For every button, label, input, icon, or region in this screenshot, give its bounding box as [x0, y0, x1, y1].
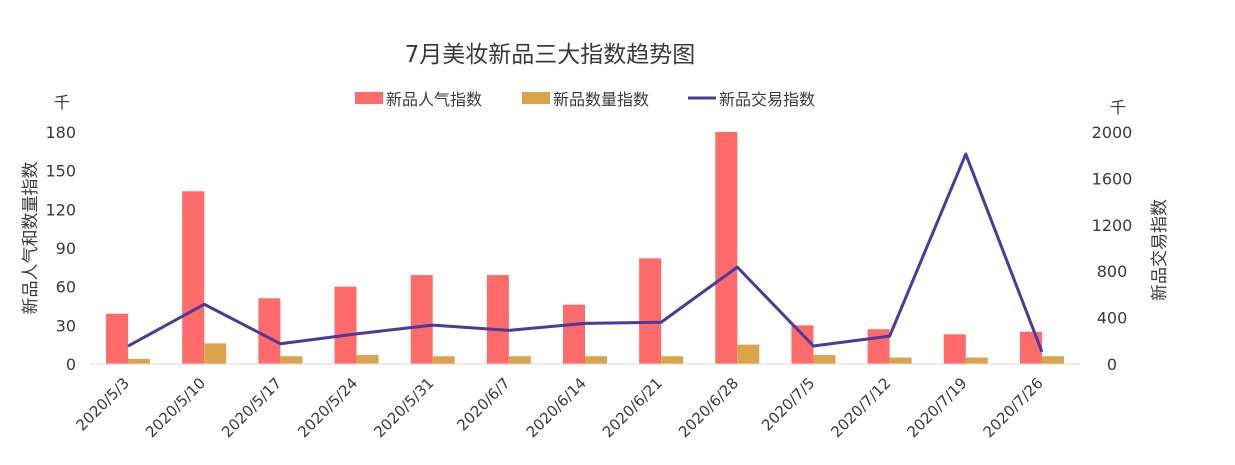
bar-quantity [1041, 356, 1064, 364]
x-tick-label: 2020/5/10 [142, 374, 209, 441]
bar-popularity [943, 334, 966, 364]
bar-quantity [965, 357, 988, 364]
bar-popularity [486, 275, 509, 364]
x-tick-label: 2020/6/21 [599, 374, 666, 441]
left-axis-unit: 千 [54, 93, 70, 112]
x-tick-label: 2020/7/5 [758, 374, 818, 434]
bar-quantity [432, 356, 455, 364]
right-tick-label: 1200 [1092, 216, 1133, 235]
bar-quantity [508, 356, 531, 364]
x-tick-label: 2020/7/12 [827, 374, 894, 441]
bar-quantity [356, 354, 379, 364]
right-tick-label: 800 [1097, 262, 1128, 281]
left-tick-label: 60 [56, 278, 76, 297]
bar-popularity [791, 325, 814, 364]
bar-popularity [867, 329, 890, 364]
x-tick-label: 2020/7/26 [980, 374, 1047, 441]
bar-popularity [258, 298, 281, 364]
x-tick-label: 2020/6/7 [453, 374, 513, 434]
x-tick-label: 2020/6/14 [523, 374, 590, 441]
bar-quantity [585, 356, 607, 364]
legend-label: 新品人气指数 [386, 90, 482, 109]
bar-popularity [715, 132, 738, 364]
bar-popularity [563, 304, 585, 364]
x-tick-label: 2020/7/19 [903, 374, 970, 441]
bar-quantity [280, 356, 303, 364]
x-axis-ticks: 2020/5/3 2020/5/10 2020/5/17 2020/5/24 2020/… [73, 374, 1047, 441]
line-transaction [127, 152, 1044, 353]
right-tick-label: 2000 [1092, 123, 1133, 142]
left-tick-label: 180 [45, 123, 76, 142]
x-tick-label: 2020/5/31 [370, 374, 437, 441]
right-tick-label: 400 [1097, 309, 1128, 328]
x-tick-label: 2020/6/28 [675, 374, 742, 441]
legend-label: 新品交易指数 [719, 90, 815, 109]
bar-popularity [106, 313, 129, 364]
bar-quantity [813, 354, 836, 364]
bar-popularity [182, 191, 205, 364]
line-series [127, 152, 1044, 353]
right-tick-label: 0 [1107, 355, 1117, 374]
chart-title: 7月美妆新品三大指数趋势图 [405, 42, 696, 68]
bar-quantity [204, 343, 227, 364]
left-tick-label: 0 [66, 355, 76, 374]
legend-label: 新品数量指数 [553, 90, 649, 109]
bar-quantity [889, 357, 912, 364]
x-tick-label: 2020/5/17 [218, 374, 285, 441]
right-axis-label: 新品交易指数 [1150, 199, 1170, 301]
legend-swatch-bar [522, 92, 550, 104]
bar-popularity [1019, 331, 1042, 364]
left-axis-label: 新品人气和数量指数 [21, 162, 41, 315]
legend: 新品人气指数 新品数量指数 新品交易指数 [355, 90, 815, 109]
right-axis-unit: 千 [1110, 98, 1126, 117]
bar-quantity [661, 356, 684, 364]
bar-popularity [334, 286, 357, 364]
bar-quantity [737, 344, 760, 364]
left-tick-label: 150 [45, 162, 76, 181]
right-axis-ticks: 0 400 800 1200 1600 2000 [1092, 123, 1133, 374]
right-tick-label: 1600 [1092, 169, 1133, 188]
x-tick-label: 2020/5/3 [73, 374, 133, 434]
bar-popularity [639, 258, 662, 364]
bar-popularity [410, 275, 433, 364]
left-tick-label: 90 [56, 239, 76, 258]
left-tick-label: 120 [45, 200, 76, 219]
left-axis-ticks: 0 30 60 90 120 150 180 [45, 123, 76, 374]
left-tick-label: 30 [56, 316, 76, 335]
x-tick-label: 2020/5/24 [294, 374, 361, 441]
bar-quantity [128, 358, 151, 364]
legend-swatch-bar [355, 92, 383, 104]
